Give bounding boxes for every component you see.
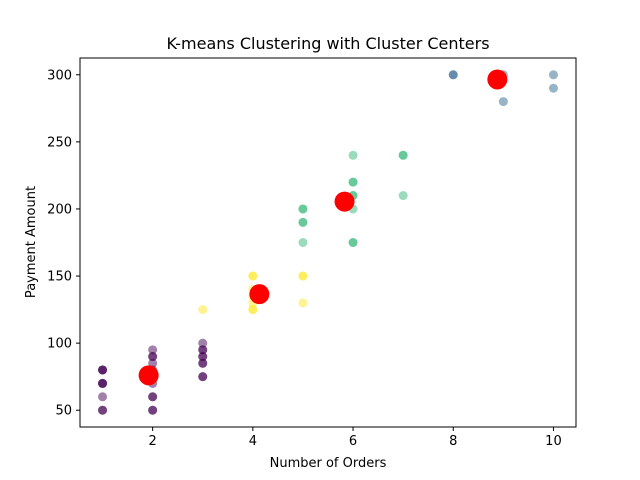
x-tick-label: 2 bbox=[149, 434, 157, 449]
x-tick-label: 8 bbox=[449, 434, 457, 449]
cluster-2-point bbox=[398, 150, 408, 160]
cluster-center-marker bbox=[487, 69, 508, 90]
cluster-center-marker bbox=[138, 365, 159, 386]
cluster-3-point bbox=[298, 271, 308, 281]
cluster-2-point bbox=[298, 238, 308, 247]
cluster-2-point bbox=[348, 150, 358, 160]
y-tick-label: 250 bbox=[47, 135, 72, 150]
cluster-0-point bbox=[148, 392, 158, 402]
cluster-0-point bbox=[148, 345, 158, 355]
cluster-2-point bbox=[298, 217, 308, 227]
cluster-0-point bbox=[98, 365, 108, 375]
cluster-2-point bbox=[348, 177, 358, 187]
chart-title: K-means Clustering with Cluster Centers bbox=[166, 34, 489, 53]
y-tick-label: 50 bbox=[55, 404, 72, 419]
x-axis-label: Number of Orders bbox=[270, 456, 387, 471]
cluster-1-point bbox=[498, 97, 508, 107]
x-tick-label: 6 bbox=[349, 434, 357, 449]
cluster-0-point bbox=[98, 405, 108, 415]
plot-frame bbox=[79, 57, 577, 428]
cluster-2-point bbox=[298, 204, 308, 214]
cluster-3-point bbox=[248, 271, 258, 281]
x-tick-label: 10 bbox=[545, 434, 562, 449]
cluster-0-point bbox=[198, 345, 208, 355]
cluster-0-point bbox=[98, 378, 108, 388]
x-tick-label: 4 bbox=[249, 434, 257, 449]
y-axis-label: Payment Amount bbox=[24, 186, 39, 298]
cluster-0-point bbox=[198, 338, 208, 348]
cluster-0-point bbox=[198, 358, 208, 368]
y-tick-label: 200 bbox=[47, 202, 72, 217]
y-tick-label: 150 bbox=[47, 270, 72, 285]
cluster-3-point bbox=[248, 305, 258, 315]
cluster-0-point bbox=[148, 405, 158, 415]
x-axis: 2 4 6 8 10 bbox=[149, 427, 562, 449]
cluster-1-point bbox=[548, 70, 558, 80]
cluster-0-point bbox=[148, 352, 158, 362]
cluster-center-marker bbox=[249, 284, 270, 305]
cluster-1-point bbox=[548, 83, 558, 93]
cluster-0-point bbox=[198, 372, 208, 382]
cluster-0-point bbox=[98, 392, 108, 402]
cluster-1-point bbox=[448, 70, 458, 80]
y-tick-label: 100 bbox=[47, 337, 72, 352]
data-points bbox=[98, 70, 558, 415]
cluster-3-point bbox=[198, 305, 208, 315]
cluster-0-point bbox=[198, 352, 208, 362]
cluster-2-point bbox=[348, 238, 358, 247]
cluster-centers bbox=[138, 69, 508, 386]
y-tick-label: 300 bbox=[47, 68, 72, 83]
cluster-2-point bbox=[398, 191, 408, 201]
cluster-center-marker bbox=[334, 191, 355, 212]
y-axis: 50 100 150 200 250 300 bbox=[47, 68, 80, 419]
cluster-3-point bbox=[298, 298, 308, 308]
